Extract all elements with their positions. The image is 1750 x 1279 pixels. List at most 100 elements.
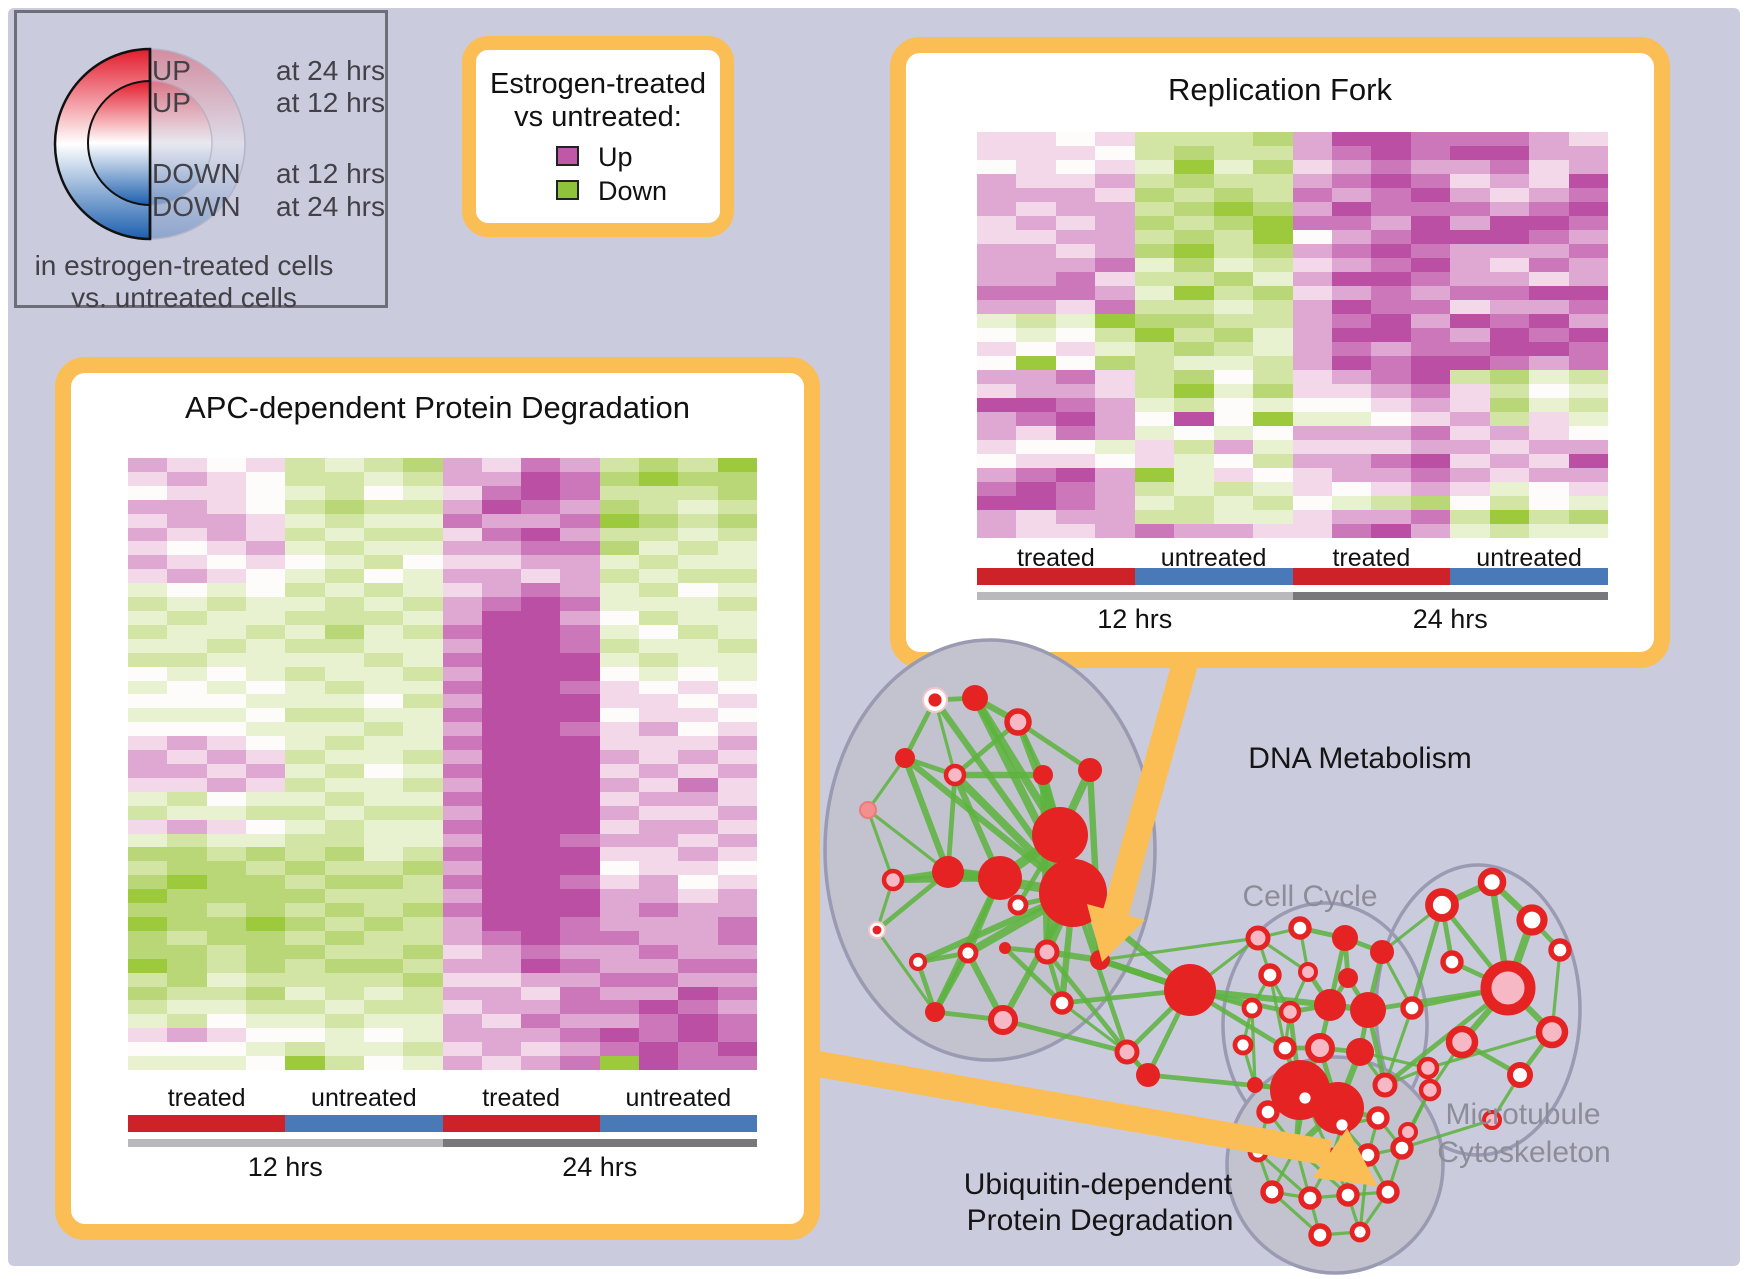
heatmap-cell xyxy=(403,541,443,556)
heatmap-cell xyxy=(1095,132,1135,146)
heatmap-cell xyxy=(167,597,207,611)
heatmap-cell xyxy=(442,694,482,709)
heatmap-cell xyxy=(1331,286,1372,300)
heatmap-cell xyxy=(1529,482,1569,496)
heatmap-cell xyxy=(1529,244,1569,258)
heatmap-cell xyxy=(1529,286,1569,300)
heatmap-cell xyxy=(1055,286,1096,300)
heatmap-cell xyxy=(1529,342,1569,356)
heatmap-cell xyxy=(599,805,640,820)
heatmap-cell xyxy=(639,694,679,709)
heatmap-cell xyxy=(403,764,443,778)
heatmap-cell xyxy=(1095,188,1135,202)
heatmap-cell xyxy=(167,764,207,778)
heatmap-cell xyxy=(167,513,207,528)
heatmap-cell xyxy=(1134,244,1175,258)
heatmap-cell xyxy=(1529,468,1569,482)
heatmap-cell xyxy=(1055,342,1096,356)
heatmap-cell xyxy=(1489,188,1530,202)
heatmap-cell xyxy=(128,513,168,528)
heatmap-cell xyxy=(481,958,522,973)
heatmap-cell xyxy=(1134,314,1175,328)
heatmap-cell xyxy=(599,485,640,500)
heatmap-cell xyxy=(1174,188,1214,202)
heatmap-cell xyxy=(1253,398,1293,412)
heatmap-cell xyxy=(1016,328,1056,342)
heatmap-cell xyxy=(481,764,522,778)
heatmap-cell xyxy=(245,903,286,917)
heatmap-cell xyxy=(481,555,522,570)
heatmap-cell xyxy=(245,861,286,876)
heatmap-cell xyxy=(678,736,718,751)
heatmap-cell xyxy=(128,1014,168,1029)
direction-time-label: at 12 hrs xyxy=(276,87,385,118)
apc-heatmap xyxy=(128,458,757,1070)
heatmap-cell xyxy=(1410,426,1451,440)
heatmap-cell xyxy=(1450,342,1490,356)
heatmap-cell xyxy=(1331,174,1372,188)
heatmap-cell xyxy=(560,1056,600,1070)
heatmap-cell xyxy=(1095,314,1135,328)
heatmap-cell xyxy=(324,930,364,945)
heatmap-cell xyxy=(167,917,207,931)
heatmap-cell xyxy=(206,485,246,500)
heatmap-cell xyxy=(1568,202,1608,216)
heatmap-cell xyxy=(1253,258,1293,272)
heatmap-cell xyxy=(717,555,757,570)
group-label: untreated xyxy=(625,1084,732,1112)
heatmap-cell xyxy=(521,624,561,639)
heatmap-cell xyxy=(1489,132,1530,146)
heatmap-cell xyxy=(599,750,640,764)
heatmap-cell xyxy=(1174,202,1214,216)
heatmap-cell xyxy=(324,583,364,598)
heatmap-cell xyxy=(560,694,600,709)
heatmap-cell xyxy=(403,555,443,570)
heatmap-cell xyxy=(1292,356,1332,370)
heatmap-cell xyxy=(1529,272,1569,286)
heatmap-cell xyxy=(442,917,482,931)
heatmap-cell xyxy=(1371,300,1411,314)
heatmap-cell xyxy=(285,611,325,625)
heatmap-cell xyxy=(167,722,207,737)
heatmap-cell xyxy=(977,496,1017,510)
heatmap-cell xyxy=(1371,510,1411,524)
heatmap-cell xyxy=(678,652,718,667)
heatmap-cell xyxy=(639,1042,679,1057)
heatmap-cell xyxy=(403,638,443,653)
heatmap-cell xyxy=(639,485,679,500)
heatmap-cell xyxy=(403,527,443,542)
heatmap-cell xyxy=(363,986,404,1001)
heatmap-cell xyxy=(639,638,679,653)
heatmap-cell xyxy=(1529,216,1569,230)
heatmap-cell xyxy=(1489,244,1530,258)
heatmap-cell xyxy=(245,1042,286,1057)
heatmap-cell xyxy=(977,356,1017,370)
heatmap-cell xyxy=(1529,202,1569,216)
heatmap-cell xyxy=(560,485,600,500)
heatmap-cell xyxy=(1055,454,1096,468)
direction-time-label: at 24 hrs xyxy=(276,191,385,222)
heatmap-cell xyxy=(560,791,600,806)
inner-ring-left-half xyxy=(87,79,151,207)
heatmap-cell xyxy=(403,569,443,584)
heatmap-cell xyxy=(363,471,404,486)
heatmap-cell xyxy=(678,903,718,917)
heatmap-cell xyxy=(1095,524,1135,538)
heatmap-cell xyxy=(1213,482,1254,496)
heatmap-cell xyxy=(717,833,757,848)
heatmap-cell xyxy=(1213,370,1254,384)
heatmap-cell xyxy=(324,611,364,625)
heatmap-cell xyxy=(1529,300,1569,314)
heatmap-cell xyxy=(206,736,246,751)
heatmap-cell xyxy=(1055,146,1096,160)
heatmap-cell xyxy=(599,680,640,695)
heatmap-cell xyxy=(285,791,325,806)
heatmap-cell xyxy=(1253,370,1293,384)
heatmap-cell xyxy=(1410,496,1451,510)
heatmap-cell xyxy=(324,805,364,820)
heatmap-cell xyxy=(1529,384,1569,398)
heatmap-cell xyxy=(285,499,325,514)
heatmap-cell xyxy=(1568,146,1608,160)
heatmap-cell xyxy=(245,527,286,542)
